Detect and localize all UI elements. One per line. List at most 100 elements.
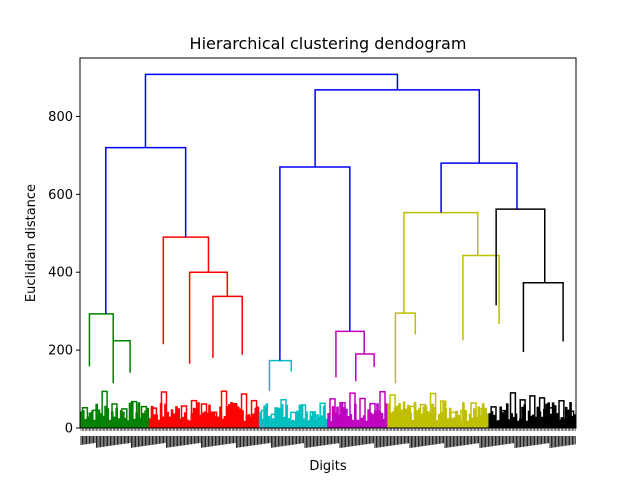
- leaf-link: [529, 415, 533, 428]
- cluster-merge: [329, 398, 336, 423]
- cluster-merge: [190, 399, 198, 423]
- leaf-link: [192, 407, 196, 428]
- leaf-link: [128, 402, 132, 428]
- cluster-2: [148, 236, 260, 428]
- leaf-link: [356, 419, 359, 428]
- leaf-link: [97, 409, 101, 428]
- top-link: [105, 146, 187, 314]
- cluster-merge: [250, 399, 258, 423]
- leaf-link: [122, 411, 125, 428]
- leaf-link: [316, 414, 319, 428]
- leaf-link: [466, 420, 470, 428]
- cluster-merge: [470, 402, 477, 423]
- leaf-link: [540, 416, 544, 428]
- leaf-link: [457, 415, 461, 428]
- cluster-merge: [91, 409, 98, 423]
- leaf-link: [512, 416, 516, 428]
- cluster-merge: [509, 392, 517, 423]
- leaf-link: [188, 420, 191, 428]
- leaf-link: [486, 413, 489, 428]
- cluster-merge: [500, 409, 507, 423]
- leaf-link: [221, 418, 225, 428]
- leaf-link: [560, 417, 564, 428]
- y-axis: 0 200 400 600 800: [48, 110, 80, 437]
- leaf-link: [505, 403, 509, 428]
- leaf-link: [148, 418, 152, 428]
- leaf-link: [331, 406, 335, 428]
- chart-title: Hierarchical clustering dendogram: [190, 34, 467, 53]
- leaf-link: [470, 417, 474, 428]
- leaf-link: [157, 419, 161, 428]
- cluster-merge: [389, 394, 396, 423]
- x-axis-label: Digits: [309, 459, 347, 474]
- y-tick-label: 400: [48, 266, 73, 281]
- leaf-link: [181, 416, 185, 428]
- leaf-link: [303, 418, 306, 428]
- cluster-merge: [111, 403, 118, 423]
- leaf-link: [186, 419, 189, 428]
- cluster-merge: [170, 413, 178, 423]
- cluster-merge: [121, 408, 128, 423]
- leaf-link: [276, 407, 280, 428]
- cluster-merge: [160, 391, 168, 423]
- cluster-merge: [558, 399, 565, 423]
- leaf-link: [569, 402, 572, 428]
- leaf-link: [252, 413, 255, 428]
- leaf-link: [431, 403, 434, 428]
- cluster-merge: [162, 236, 210, 345]
- cluster-merge: [210, 411, 218, 423]
- top-link: [144, 73, 399, 148]
- cluster-merge: [290, 411, 297, 423]
- leaf-link: [177, 408, 180, 428]
- cluster-merge: [88, 313, 114, 367]
- leaf-link: [521, 406, 524, 428]
- cluster-merge: [140, 405, 148, 423]
- leaf-link: [534, 416, 537, 428]
- cluster-merge: [548, 407, 555, 423]
- cluster-merge: [379, 391, 386, 423]
- leaf-link: [545, 403, 548, 428]
- cluster-merge: [355, 353, 375, 382]
- leaf-link: [411, 419, 415, 428]
- leaf-link: [208, 404, 211, 428]
- leaf-link: [516, 420, 520, 428]
- cluster-merge: [429, 392, 437, 423]
- leaf-link: [376, 403, 379, 428]
- cluster-merge: [522, 281, 564, 353]
- leaf-link: [564, 406, 568, 428]
- y-tick-label: 0: [65, 422, 73, 437]
- cluster-merge: [188, 271, 229, 364]
- leaf-link: [437, 413, 441, 428]
- leaf-link: [391, 411, 395, 428]
- leaf-link: [261, 418, 264, 428]
- leaf-link: [382, 418, 386, 428]
- leaf-link: [415, 410, 419, 428]
- leaf-link: [296, 410, 300, 428]
- cluster-merge: [212, 295, 243, 358]
- leaf-link: [267, 416, 271, 428]
- cluster-merge: [490, 406, 497, 423]
- cluster-3: [258, 359, 328, 428]
- cluster-merge: [299, 404, 307, 423]
- leaf-link: [442, 401, 445, 428]
- x-leaf-labels: [80, 436, 576, 448]
- cluster-merge: [270, 413, 277, 423]
- y-tick-label: 600: [48, 188, 73, 203]
- cluster-merge: [319, 402, 326, 423]
- leaf-link: [104, 405, 107, 428]
- cluster-merge: [150, 407, 158, 423]
- leaf-link: [307, 420, 311, 428]
- leaf-link: [291, 419, 295, 428]
- leaf-link: [351, 419, 355, 428]
- cluster-merge: [567, 410, 575, 423]
- leaf-link: [168, 416, 172, 428]
- leaf-link: [228, 404, 231, 428]
- leaf-link: [451, 417, 454, 428]
- leaf-link: [508, 419, 511, 428]
- cluster-merge: [439, 400, 447, 423]
- cluster-merge: [200, 403, 208, 423]
- leaf-link: [481, 403, 485, 428]
- cluster-merge: [538, 397, 546, 423]
